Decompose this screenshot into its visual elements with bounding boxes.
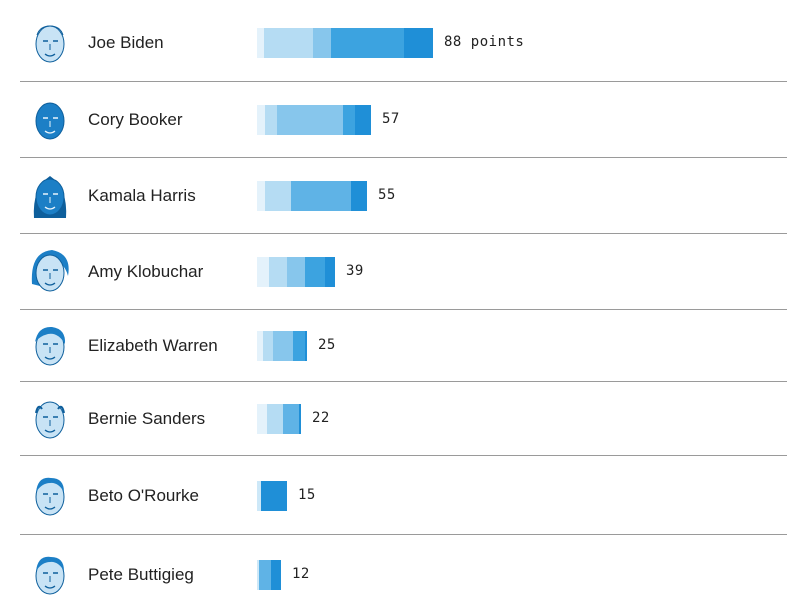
bar-segment	[265, 105, 277, 135]
bar-segment	[257, 560, 259, 590]
bar-segment	[265, 181, 291, 211]
candidate-row: Pete Buttigieg 12	[0, 535, 802, 615]
bar-segment	[264, 28, 314, 58]
bar-segment	[261, 480, 287, 511]
bar-segment	[355, 105, 371, 135]
row-divider	[20, 233, 787, 234]
bar-segment	[263, 331, 273, 361]
bar-segment	[257, 28, 265, 58]
candidate-avatar	[28, 470, 72, 522]
value-label: 25	[318, 337, 336, 353]
bar-segment	[257, 331, 263, 361]
bar-segment	[269, 257, 287, 287]
value-label: 57	[382, 111, 400, 127]
candidate-name: Kamala Harris	[88, 186, 196, 205]
bar-segment	[305, 331, 307, 361]
value-label: 88 points	[444, 34, 525, 50]
bar-segment	[403, 28, 433, 58]
bar-segment	[291, 181, 351, 211]
bar-segment	[267, 404, 283, 434]
bar	[257, 331, 307, 361]
bar-segment	[257, 404, 267, 434]
bar-segment	[271, 560, 281, 590]
candidate-avatar	[28, 17, 72, 69]
bar-segment	[257, 181, 265, 211]
value-label: 39	[346, 263, 364, 279]
row-divider	[20, 81, 787, 82]
bar-segment	[325, 257, 335, 287]
bar-segment	[257, 480, 261, 511]
candidate-avatar	[28, 320, 72, 372]
bar	[257, 105, 371, 135]
bar-segment	[343, 105, 355, 135]
candidate-name: Beto O'Rourke	[88, 485, 199, 505]
bar-segment	[257, 105, 265, 135]
bar	[257, 404, 301, 434]
candidate-name: Amy Klobuchar	[88, 262, 204, 281]
candidate-row: Bernie Sanders 22	[0, 382, 802, 456]
candidate-row: Elizabeth Warren 25	[0, 310, 802, 382]
bar-segment	[277, 105, 343, 135]
candidate-row: Amy Klobuchar 39	[0, 234, 802, 310]
candidate-row: Beto O'Rourke 15	[0, 456, 802, 535]
value-label: 12	[292, 566, 310, 582]
candidate-name: Joe Biden	[88, 33, 164, 52]
bar-segment	[273, 331, 293, 361]
value-label: 22	[312, 410, 330, 426]
bar-segment	[313, 28, 332, 58]
candidate-row: Kamala Harris 55	[0, 158, 802, 234]
bar-segment	[259, 560, 271, 590]
row-divider	[20, 534, 787, 535]
candidate-name: Bernie Sanders	[88, 409, 206, 428]
candidate-avatar	[28, 549, 72, 601]
candidate-name: Cory Booker	[88, 110, 183, 129]
candidate-name: Pete Buttigieg	[88, 565, 194, 584]
bar	[257, 560, 281, 590]
bar	[257, 257, 335, 287]
bar-segment	[287, 257, 305, 287]
bar-segment	[283, 404, 299, 434]
bar-segment	[257, 257, 269, 287]
candidate-row: Cory Booker 57	[0, 82, 802, 158]
value-label: 55	[378, 187, 396, 203]
bar-segment	[331, 28, 404, 58]
row-divider	[20, 309, 787, 310]
bar-segment	[305, 257, 325, 287]
bar-segment	[293, 331, 305, 361]
bar	[257, 181, 367, 211]
candidate-avatar	[28, 393, 72, 445]
value-label: 15	[298, 486, 316, 503]
candidate-avatar	[28, 94, 72, 146]
candidate-avatar	[28, 170, 72, 222]
bar	[257, 28, 433, 58]
row-divider	[20, 381, 787, 382]
row-divider	[20, 455, 787, 456]
bar-segment	[299, 404, 301, 434]
row-divider	[20, 157, 787, 158]
candidate-name: Elizabeth Warren	[88, 336, 218, 355]
candidate-avatar	[28, 246, 72, 298]
candidate-row: Joe Biden 88 points	[0, 0, 802, 82]
bar-segment	[351, 181, 367, 211]
bar	[257, 480, 287, 511]
